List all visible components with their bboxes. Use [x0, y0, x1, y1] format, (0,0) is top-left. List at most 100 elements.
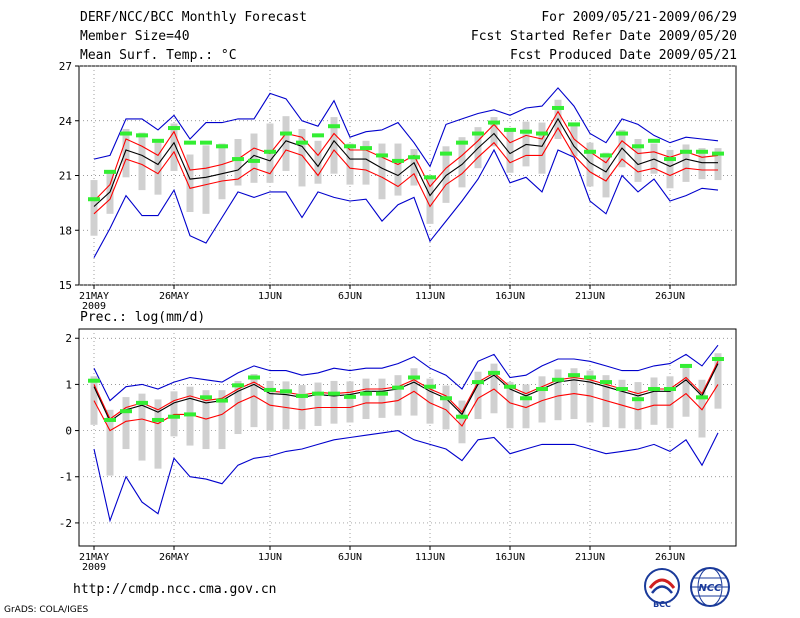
spread-box — [522, 384, 530, 429]
x-tick-label: 21JUN — [575, 552, 605, 563]
spread-box — [714, 353, 722, 409]
spread-box — [506, 382, 514, 429]
spread-box — [170, 123, 178, 171]
x-tick-label: 26MAY — [159, 552, 189, 563]
green-marker — [552, 377, 564, 382]
spread-box — [474, 371, 482, 420]
ensemble-max-line — [93, 87, 719, 168]
temp-panel-title: Mean Surf. Temp.: °C — [80, 48, 237, 63]
spread-box — [122, 128, 130, 178]
y-tick-label: 21 — [59, 170, 72, 183]
spread-box — [682, 365, 690, 417]
green-marker — [472, 380, 484, 385]
spread-box — [602, 152, 610, 198]
green-marker — [88, 378, 100, 383]
green-marker — [616, 387, 628, 392]
green-marker — [424, 384, 436, 389]
green-marker — [360, 391, 372, 396]
y-tick-label: 24 — [59, 115, 73, 128]
x-tick-label: 11JUN — [415, 291, 445, 302]
y-tick-label: 27 — [59, 60, 72, 73]
y-tick-label: 2 — [65, 332, 72, 345]
spread-box — [330, 380, 338, 424]
green-marker — [216, 144, 228, 149]
ncc-logo-text: NCC — [698, 583, 722, 594]
green-marker — [376, 153, 388, 158]
green-marker — [712, 151, 724, 156]
lower-spread-line — [93, 126, 718, 215]
green-marker — [136, 400, 148, 405]
green-marker — [584, 149, 596, 154]
green-marker — [664, 157, 676, 162]
green-marker — [600, 380, 612, 385]
green-marker — [680, 363, 692, 368]
spread-box — [186, 154, 194, 212]
spread-box — [666, 376, 674, 429]
grads-credit: GrADS: COLA/IGES — [4, 605, 89, 615]
green-marker — [296, 393, 308, 398]
spread-box — [362, 140, 370, 185]
spread-box — [362, 378, 370, 420]
upper-spread-line — [93, 110, 719, 202]
source-url[interactable]: http://cmdp.ncc.cma.gov.cn — [73, 582, 277, 597]
spread-box — [138, 132, 146, 191]
panel-1: -2 -1 0 1 2 21MAY 26MAY 1JUN 6JUN 11JUN 16JUN 21JUN… — [59, 328, 737, 573]
spread-box — [586, 370, 594, 423]
green-marker — [456, 414, 468, 419]
spread-box — [138, 393, 146, 461]
precip-panel-title: Prec.: log(mm/d) — [80, 310, 206, 325]
green-marker — [392, 158, 404, 163]
agency-logos: BCC NCC — [644, 567, 730, 609]
green-marker — [360, 146, 372, 151]
x-tick-label: 26JUN — [655, 552, 685, 563]
spread-box — [122, 397, 130, 450]
spread-box — [170, 391, 178, 437]
spread-box — [234, 380, 242, 435]
green-marker — [664, 387, 676, 392]
green-marker — [504, 127, 516, 132]
panel-0: 15 18 21 24 27 21MAY 26MAY 1JUN 6JUN 11JUN 16JUN 21… — [59, 60, 737, 312]
green-marker — [312, 391, 324, 396]
green-marker — [440, 396, 452, 401]
spread-box — [442, 146, 450, 203]
spread-box — [698, 148, 706, 180]
y-tick-label: 0 — [65, 425, 72, 438]
spread-box — [298, 128, 306, 187]
x-tick-label: 16JUN — [495, 552, 525, 563]
green-marker — [680, 149, 692, 154]
spread-box — [538, 122, 546, 174]
spread-box — [90, 180, 98, 236]
green-marker — [104, 417, 116, 422]
x-tick-label: 21JUN — [575, 291, 605, 302]
green-marker — [264, 387, 276, 392]
green-marker — [696, 395, 708, 400]
green-marker — [328, 391, 340, 396]
green-marker — [328, 124, 340, 129]
spread-box — [218, 143, 226, 200]
spread-box — [618, 379, 626, 429]
green-marker — [88, 197, 100, 202]
green-marker — [616, 131, 628, 136]
bcc-logo-text: BCC — [653, 600, 671, 609]
green-marker — [344, 394, 356, 399]
green-marker — [168, 126, 180, 131]
y-tick-label: -1 — [59, 471, 72, 484]
spread-box — [490, 117, 498, 147]
spread-box — [538, 376, 546, 423]
spread-box — [666, 149, 674, 189]
green-marker — [712, 357, 724, 362]
fcst-start-date: Fcst Started Refer Date 2009/05/20 — [470, 29, 737, 44]
green-marker — [584, 375, 596, 380]
green-marker — [648, 387, 660, 392]
green-marker — [152, 138, 164, 143]
spread-box — [346, 143, 354, 185]
green-marker — [472, 131, 484, 136]
spread-box — [682, 144, 690, 182]
spread-box — [458, 137, 466, 188]
chart-title: DERF/NCC/BCC Monthly Forecast — [80, 10, 307, 25]
x-tick-label: 16JUN — [495, 291, 525, 302]
spread-box — [266, 380, 274, 431]
spread-box — [154, 142, 162, 195]
green-marker — [312, 133, 324, 138]
spread-box — [506, 128, 514, 173]
